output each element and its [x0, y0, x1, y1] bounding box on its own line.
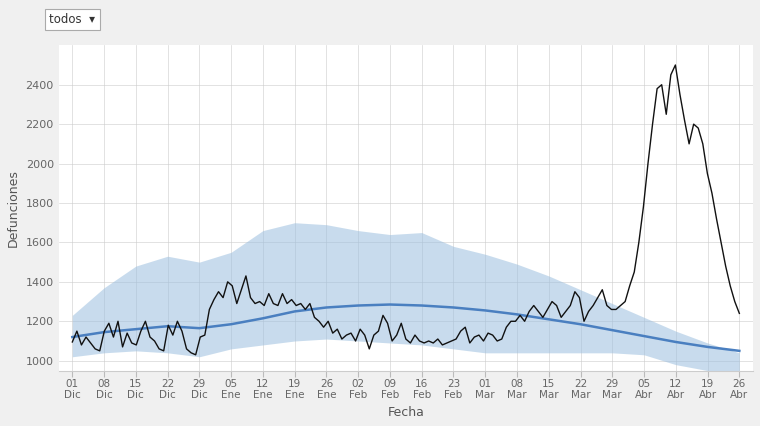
Text: todos  ▾: todos ▾ [49, 13, 96, 26]
Y-axis label: Defunciones: Defunciones [7, 169, 20, 247]
X-axis label: Fecha: Fecha [388, 406, 424, 419]
